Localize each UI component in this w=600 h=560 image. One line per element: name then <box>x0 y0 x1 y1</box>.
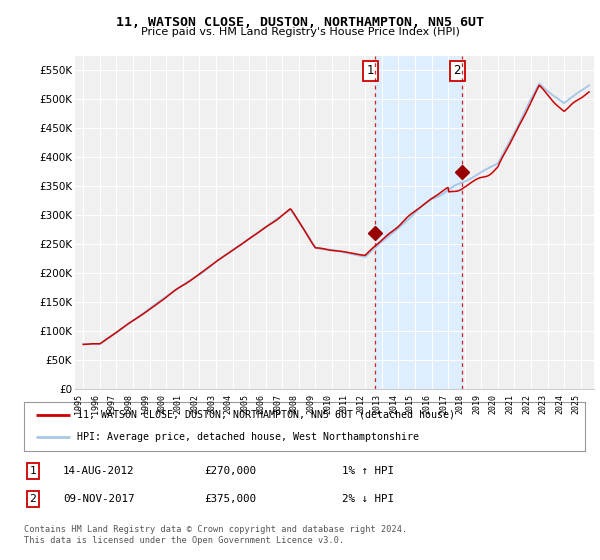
Text: 1: 1 <box>367 64 374 77</box>
Text: 1995: 1995 <box>74 394 83 414</box>
Text: HPI: Average price, detached house, West Northamptonshire: HPI: Average price, detached house, West… <box>77 432 419 442</box>
Text: 11, WATSON CLOSE, DUSTON, NORTHAMPTON, NN5 6UT: 11, WATSON CLOSE, DUSTON, NORTHAMPTON, N… <box>116 16 484 29</box>
Text: 2001: 2001 <box>174 394 183 414</box>
Text: 2000: 2000 <box>157 394 166 414</box>
Text: 2011: 2011 <box>340 394 349 414</box>
Text: 09-NOV-2017: 09-NOV-2017 <box>63 494 134 504</box>
Text: 2024: 2024 <box>555 394 564 414</box>
Text: 2021: 2021 <box>505 394 514 414</box>
Text: 2012: 2012 <box>356 394 365 414</box>
Text: 2005: 2005 <box>240 394 249 414</box>
Text: 2017: 2017 <box>439 394 448 414</box>
Text: 2006: 2006 <box>257 394 266 414</box>
Text: 2022: 2022 <box>522 394 531 414</box>
Text: 1997: 1997 <box>107 394 116 414</box>
Text: 1% ↑ HPI: 1% ↑ HPI <box>342 466 394 476</box>
Text: 2019: 2019 <box>472 394 481 414</box>
Text: 2003: 2003 <box>207 394 216 414</box>
Text: 2016: 2016 <box>422 394 431 414</box>
Text: £375,000: £375,000 <box>204 494 256 504</box>
Text: 2014: 2014 <box>389 394 398 414</box>
Text: 2018: 2018 <box>455 394 464 414</box>
Text: 2: 2 <box>454 64 461 77</box>
Text: 2025: 2025 <box>572 394 581 414</box>
Text: 2010: 2010 <box>323 394 332 414</box>
Text: 1999: 1999 <box>140 394 149 414</box>
Text: 2002: 2002 <box>190 394 199 414</box>
Text: 2009: 2009 <box>307 394 316 414</box>
Text: 1996: 1996 <box>91 394 100 414</box>
Bar <box>376 56 463 389</box>
Text: 2% ↓ HPI: 2% ↓ HPI <box>342 494 394 504</box>
Text: 2008: 2008 <box>290 394 299 414</box>
Text: 2: 2 <box>29 494 37 504</box>
Text: 1998: 1998 <box>124 394 133 414</box>
Text: 2007: 2007 <box>273 394 282 414</box>
Text: 1: 1 <box>29 466 37 476</box>
Text: 11, WATSON CLOSE, DUSTON, NORTHAMPTON, NN5 6UT (detached house): 11, WATSON CLOSE, DUSTON, NORTHAMPTON, N… <box>77 410 455 420</box>
Text: 2015: 2015 <box>406 394 415 414</box>
Text: Contains HM Land Registry data © Crown copyright and database right 2024.
This d: Contains HM Land Registry data © Crown c… <box>24 525 407 545</box>
Text: 2020: 2020 <box>489 394 498 414</box>
Text: Price paid vs. HM Land Registry's House Price Index (HPI): Price paid vs. HM Land Registry's House … <box>140 27 460 37</box>
Text: 2023: 2023 <box>539 394 548 414</box>
Text: 2013: 2013 <box>373 394 382 414</box>
Text: 14-AUG-2012: 14-AUG-2012 <box>63 466 134 476</box>
Text: £270,000: £270,000 <box>204 466 256 476</box>
Text: 2004: 2004 <box>224 394 233 414</box>
